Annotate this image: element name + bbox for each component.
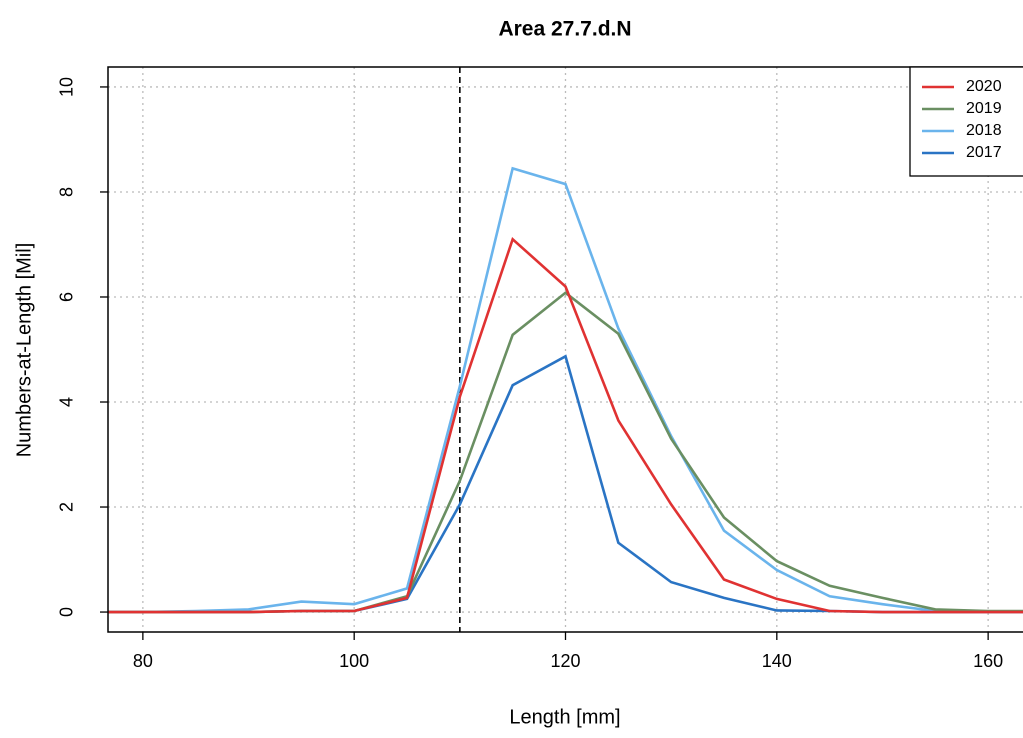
legend-label: 2020 (966, 78, 1002, 95)
data-line (108, 166, 1023, 614)
y-tick-label: 10 (57, 77, 77, 97)
y-tick-label: 2 (57, 502, 77, 512)
data-line (108, 291, 1023, 614)
y-tick-label: 0 (57, 607, 77, 617)
y-tick-label: 4 (57, 397, 77, 407)
x-tick-label: 120 (550, 651, 580, 671)
axes: 80 100 120 140 160 0 2 4 6 8 10 (57, 77, 1003, 671)
x-tick-label: 140 (762, 651, 792, 671)
x-tick-label: 100 (339, 651, 369, 671)
data-line (108, 236, 1023, 614)
legend: 2020 2019 2018 2017 (909, 66, 1023, 177)
x-axis-label: Length [mm] (509, 706, 620, 728)
x-tick-label: 160 (973, 651, 1003, 671)
x-tick-label: 80 (133, 651, 153, 671)
legend-box (909, 66, 1023, 177)
y-tick-label: 6 (57, 292, 77, 302)
plot-frame (107, 66, 1023, 633)
data-line (108, 354, 1023, 614)
y-axis-label: Numbers-at-Length [Mil] (13, 243, 35, 458)
y-tick-label: 8 (57, 187, 77, 197)
plot-area (108, 67, 1023, 632)
legend-label: 2018 (966, 122, 1002, 139)
chart-title: Area 27.7.d.N (498, 18, 631, 41)
legend-label: 2017 (966, 144, 1002, 161)
grid (108, 67, 1023, 632)
legend-label: 2019 (966, 100, 1002, 117)
